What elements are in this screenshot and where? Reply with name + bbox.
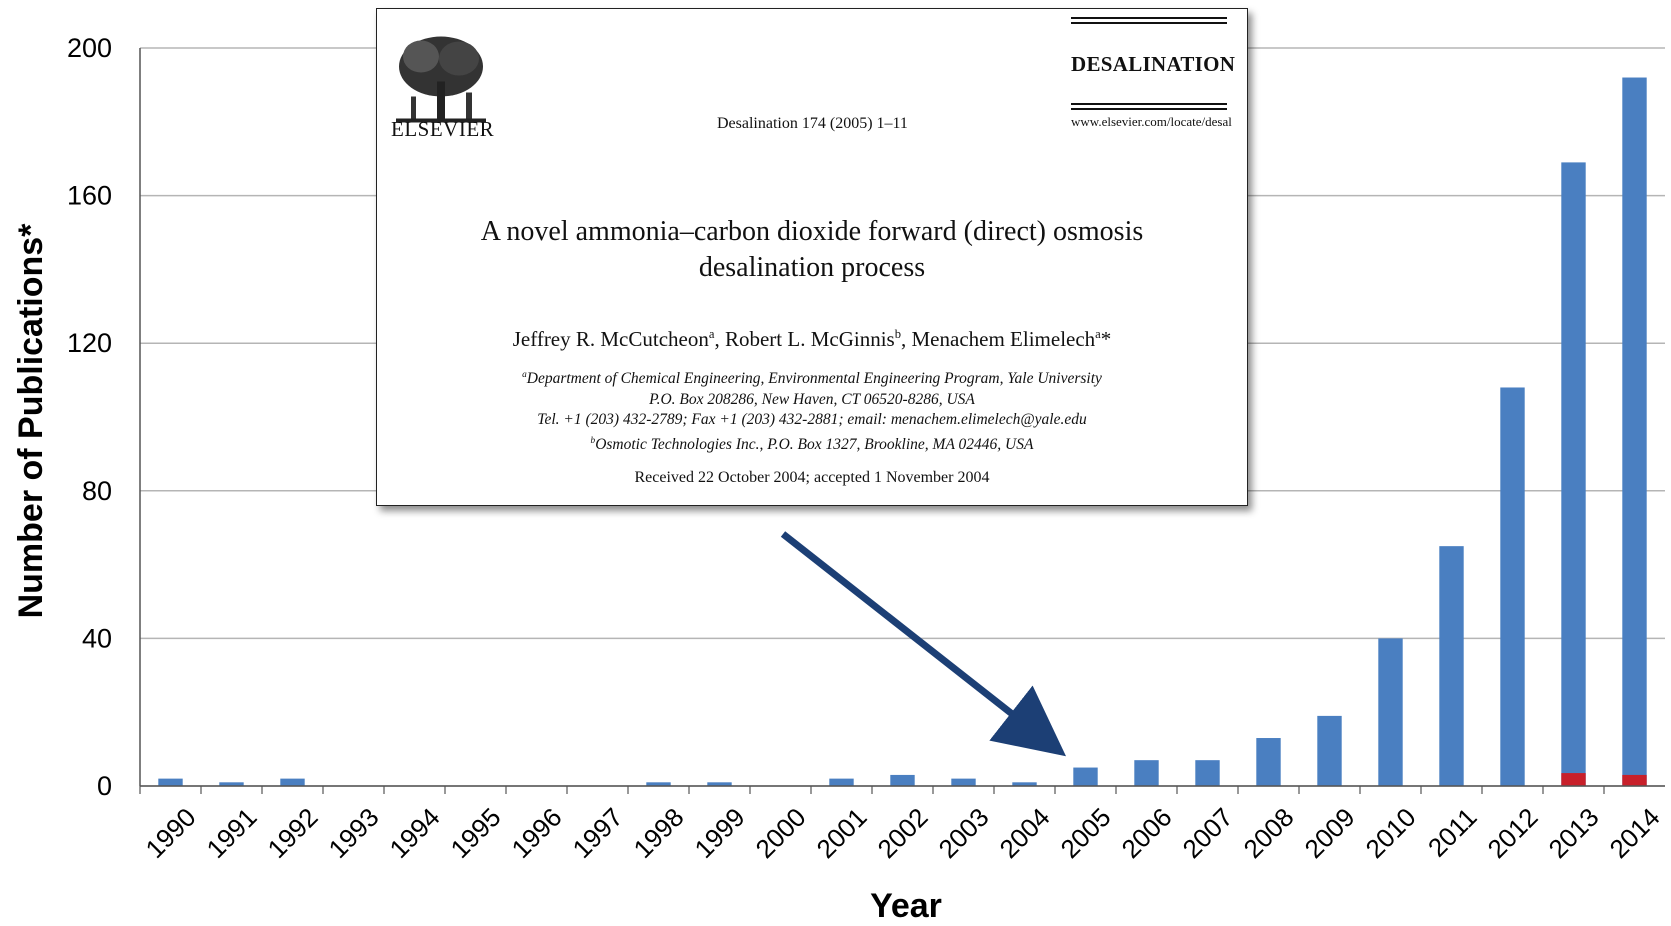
- bar-2012: [1500, 387, 1525, 786]
- x-tick-label: 2008: [1237, 802, 1299, 864]
- y-tick-label: 80: [82, 476, 112, 506]
- y-tick-label: 160: [67, 181, 112, 211]
- publisher-name: ELSEVIER: [391, 117, 495, 141]
- bar-1991: [219, 782, 244, 786]
- paper-authors: Jeffrey R. McCutcheona, Robert L. McGinn…: [512, 327, 1112, 351]
- highlight-bar-2014: [1622, 774, 1647, 786]
- x-tick-label: 2011: [1422, 802, 1483, 863]
- x-tick-label: 2002: [871, 802, 933, 864]
- x-tick-label: 2007: [1176, 802, 1238, 864]
- annotation-arrow: [780, 531, 1067, 757]
- paper-title: A novel ammonia–carbon dioxide forward (…: [480, 216, 1144, 283]
- bar-2010: [1378, 638, 1403, 786]
- bar-1992: [280, 778, 305, 786]
- y-tick-label: 120: [67, 328, 112, 358]
- x-tick-label: 1991: [200, 802, 262, 864]
- x-tick-label: 2000: [749, 802, 811, 864]
- bar-2001: [829, 778, 854, 786]
- journal-citation: Desalination 174 (2005) 1–11: [717, 115, 908, 132]
- journal-url: www.elsevier.com/locate/desal: [1071, 114, 1232, 129]
- x-tick-label: 2010: [1359, 802, 1421, 864]
- bar-2007: [1195, 760, 1220, 786]
- x-axis-title: Year: [870, 887, 942, 925]
- x-tick-label: 2003: [932, 802, 994, 864]
- paper-inset: ELSEVIER Desalination 174 (2005) 1–11 DE…: [376, 8, 1248, 506]
- x-tick-label: 2006: [1115, 802, 1177, 864]
- journal-header: DESALINATION www.elsevier.com/locate/des…: [1071, 17, 1236, 130]
- y-tick-label: 0: [97, 771, 112, 801]
- x-tick-label: 1996: [505, 802, 567, 864]
- x-tick-label: 1997: [566, 802, 628, 864]
- x-tick-label: 2009: [1298, 802, 1360, 864]
- x-tick-label: 1998: [627, 802, 689, 864]
- bar-2005: [1073, 767, 1098, 786]
- elsevier-tree-logo: [396, 36, 486, 123]
- y-axis-title: Number of Publications*: [12, 223, 50, 619]
- bar-2014: [1622, 77, 1647, 786]
- paper-affiliations: aDepartment of Chemical Engineering, Env…: [522, 370, 1102, 453]
- bar-2008: [1256, 738, 1281, 786]
- bar-1998: [646, 782, 671, 786]
- bar-1990: [158, 778, 183, 786]
- y-tick-label: 40: [82, 623, 112, 653]
- bar-2002: [890, 774, 915, 786]
- bar-1999: [707, 782, 732, 786]
- paper-received-date: Received 22 October 2004; accepted 1 Nov…: [634, 469, 990, 486]
- bar-2009: [1317, 715, 1342, 786]
- bar-2006: [1134, 760, 1159, 786]
- x-tick-label: 1999: [688, 802, 750, 864]
- x-tick-label: 1994: [383, 802, 445, 864]
- bar-2013: [1561, 162, 1586, 786]
- x-tick-label: 1995: [444, 802, 506, 864]
- x-tick-label: 1993: [322, 802, 384, 864]
- journal-name: DESALINATION: [1071, 52, 1236, 76]
- x-tick-label: 2012: [1481, 802, 1543, 864]
- bar-2003: [951, 778, 976, 786]
- x-tick-label: 2004: [993, 802, 1055, 864]
- x-tick-label: 2014: [1603, 802, 1665, 864]
- bars: [158, 77, 1647, 786]
- bar-2011: [1439, 546, 1464, 786]
- x-tick-label: 2001: [810, 802, 872, 864]
- bar-2004: [1012, 782, 1037, 786]
- x-tick-label: 1992: [261, 802, 323, 864]
- highlight-bar-2013: [1561, 773, 1586, 786]
- y-tick-label: 200: [67, 33, 112, 63]
- x-tick-label: 1990: [139, 802, 201, 864]
- x-tick-label: 2013: [1542, 802, 1604, 864]
- x-tick-label: 2005: [1054, 802, 1116, 864]
